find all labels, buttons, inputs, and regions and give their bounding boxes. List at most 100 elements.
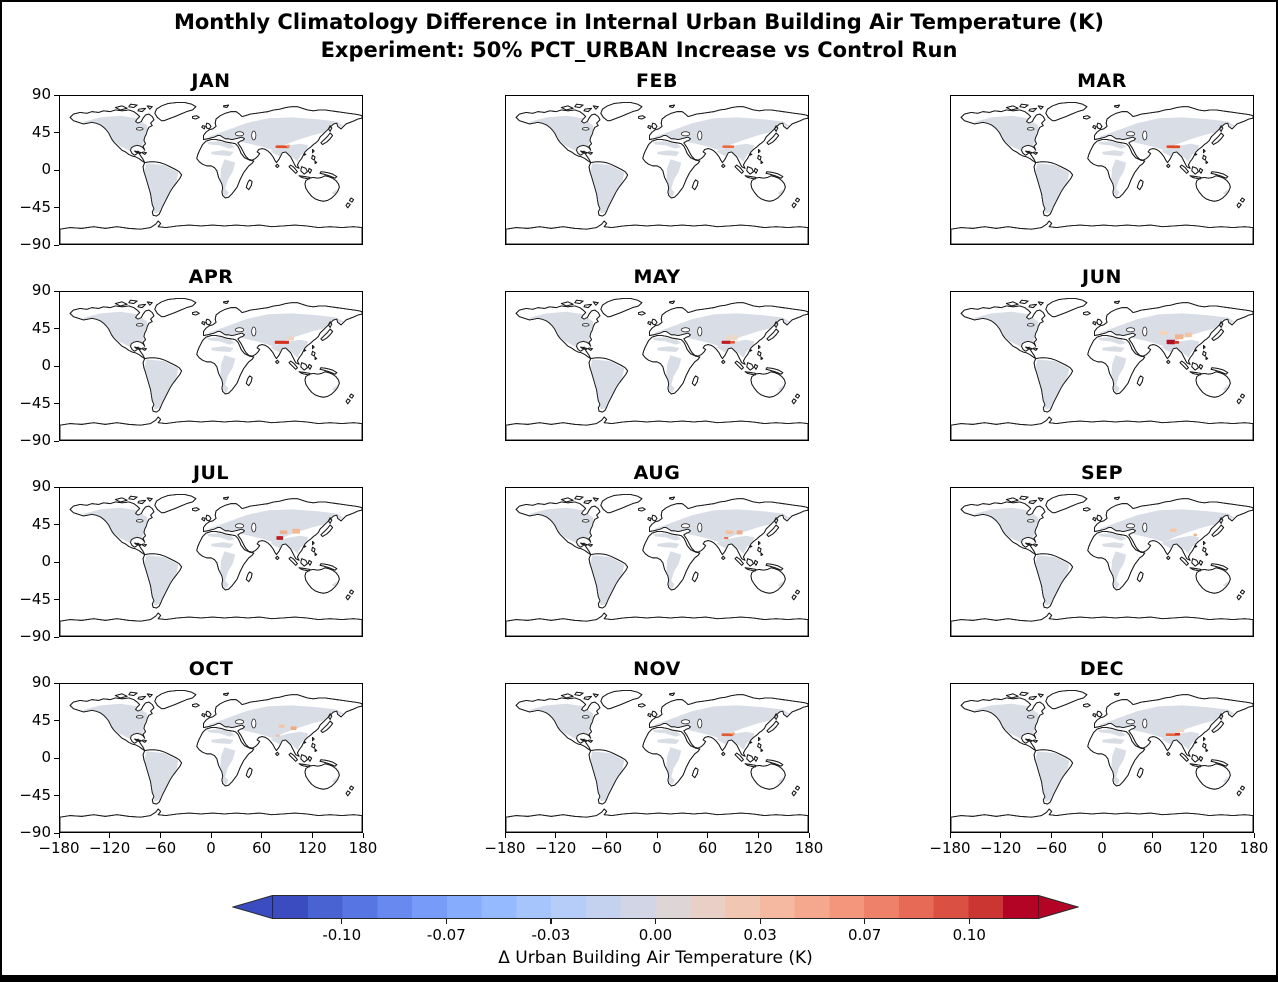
- x-tick-mark: [808, 833, 810, 838]
- colorbar-right-arrow: [1038, 895, 1079, 919]
- y-tick-label: 0: [41, 160, 51, 178]
- world-map: [506, 684, 808, 832]
- x-tick-label: 60: [698, 839, 718, 857]
- y-tick-label: 45: [31, 710, 51, 729]
- y-tick-label: 90: [31, 281, 51, 299]
- world-map: [60, 96, 362, 244]
- subplot-may: MAY: [505, 266, 809, 441]
- y-tick-mark: [54, 94, 59, 96]
- y-tick-mark: [54, 795, 59, 797]
- map-axes: [505, 95, 809, 245]
- y-tick-mark: [54, 757, 59, 759]
- colorbar-tick-mark: [445, 919, 448, 924]
- x-tick-label: 0: [652, 839, 662, 857]
- x-tick-mark: [1050, 833, 1053, 838]
- colorbar-tick-label: 0.07: [847, 926, 882, 944]
- x-tick-label: −180: [38, 839, 80, 857]
- anomaly-patches: [721, 335, 738, 344]
- colorbar-tick-mark: [864, 919, 866, 924]
- y-tick-mark: [54, 244, 59, 246]
- y-tick-label: 0: [41, 356, 51, 374]
- colorbar-tick-mark: [655, 919, 657, 924]
- colorbar: Δ Urban Building Air Temperature (K) -0.…: [232, 895, 1079, 968]
- world-map: [506, 292, 808, 440]
- y-tick-label: 0: [41, 748, 51, 766]
- colorbar-tick-label: -0.03: [531, 926, 571, 944]
- y-tick-mark: [54, 440, 59, 442]
- anomaly-patches: [722, 145, 735, 148]
- colorbar-tick-label: 0.00: [638, 926, 673, 944]
- anomaly-patches: [275, 144, 290, 149]
- x-tick-mark: [362, 833, 364, 838]
- colorbar-tick-mark: [341, 919, 343, 924]
- subplot-jan: JAN 90 45 0 −45 −90: [19, 70, 363, 253]
- x-tick-label: 0: [1097, 839, 1107, 857]
- map-axes: [59, 487, 363, 637]
- x-tick-label: 180: [794, 839, 824, 857]
- subplot-month-title: NOV: [633, 658, 681, 680]
- x-tick-mark: [109, 833, 111, 838]
- y-tick-label: 90: [31, 85, 51, 103]
- figure-title-line2: Experiment: 50% PCT_URBAN Increase vs Co…: [320, 38, 958, 63]
- y-tick-label: −90: [19, 823, 51, 841]
- x-tick-label: 60: [252, 839, 272, 857]
- x-tick-mark: [605, 833, 608, 838]
- subplot-month-title: JAN: [191, 70, 231, 92]
- subplot-month-title: FEB: [636, 70, 678, 92]
- subplot-oct: OCT 90 45 0 −45 −90 −180 −120 −60 0 60 120 180: [19, 658, 377, 857]
- map-axes: [59, 291, 363, 441]
- x-tick-label: −60: [1035, 839, 1068, 857]
- y-tick-mark: [54, 365, 59, 367]
- y-tick-mark: [54, 132, 59, 134]
- y-tick-label: −90: [19, 627, 51, 645]
- x-tick-mark: [1000, 833, 1002, 838]
- subplot-nov: NOV −180 −120 −60 0 60 120 180: [484, 658, 823, 857]
- colorbar-tick-mark: [968, 919, 970, 924]
- x-tick-label: 0: [206, 839, 216, 857]
- x-tick-label: 180: [1239, 839, 1269, 857]
- subplot-sep: SEP: [950, 462, 1254, 637]
- subplot-mar: MAR: [950, 70, 1254, 245]
- subplot-aug: AUG: [505, 462, 809, 637]
- anomaly-patches: [275, 724, 297, 737]
- colorbar-tick-label: 0.03: [743, 926, 777, 944]
- y-tick-label: 90: [31, 477, 51, 495]
- subplot-dec: DEC −180 −120 −60 0 60 120 180: [929, 658, 1268, 857]
- x-tick-label: 60: [1143, 839, 1163, 857]
- x-tick-label: 120: [1189, 839, 1218, 857]
- y-tick-mark: [54, 636, 59, 638]
- y-tick-label: −45: [19, 393, 51, 412]
- anomaly-patches: [1166, 145, 1181, 149]
- subplot-apr: APR 90 45 0 −45 −90: [19, 266, 363, 449]
- subplot-feb: FEB: [505, 70, 809, 245]
- y-tick-label: −45: [19, 785, 51, 804]
- figure-title-line1: Monthly Climatology Difference in Intern…: [173, 10, 1105, 34]
- subplot-month-title: JUN: [1082, 266, 1122, 288]
- x-tick-label: −180: [484, 839, 526, 857]
- y-tick-label: −45: [19, 589, 51, 608]
- map-axes: [505, 683, 809, 833]
- x-tick-label: −60: [144, 839, 177, 857]
- world-map: [951, 488, 1253, 636]
- subplot-month-title: OCT: [188, 658, 234, 680]
- world-map: [506, 488, 808, 636]
- anomaly-patches: [721, 732, 736, 737]
- colorbar-tick-label: -0.10: [322, 926, 362, 944]
- world-map: [60, 292, 362, 440]
- subplot-month-title: AUG: [633, 462, 681, 484]
- x-tick-label: 120: [298, 839, 327, 857]
- world-map: [60, 684, 362, 832]
- colorbar-tick-label: -0.07: [426, 926, 466, 944]
- x-tick-mark: [504, 833, 506, 838]
- subplot-jun: JUN: [950, 266, 1254, 441]
- anomaly-patches: [274, 336, 295, 344]
- map-axes: [59, 683, 363, 833]
- world-map: [951, 684, 1253, 832]
- subplot-jul: JUL 90 45 0 −45 −90: [19, 462, 363, 645]
- x-tick-mark: [555, 833, 557, 838]
- y-tick-label: −45: [19, 197, 51, 216]
- y-tick-mark: [54, 524, 59, 526]
- subplot-month-title: APR: [188, 266, 234, 288]
- x-tick-mark: [311, 833, 314, 838]
